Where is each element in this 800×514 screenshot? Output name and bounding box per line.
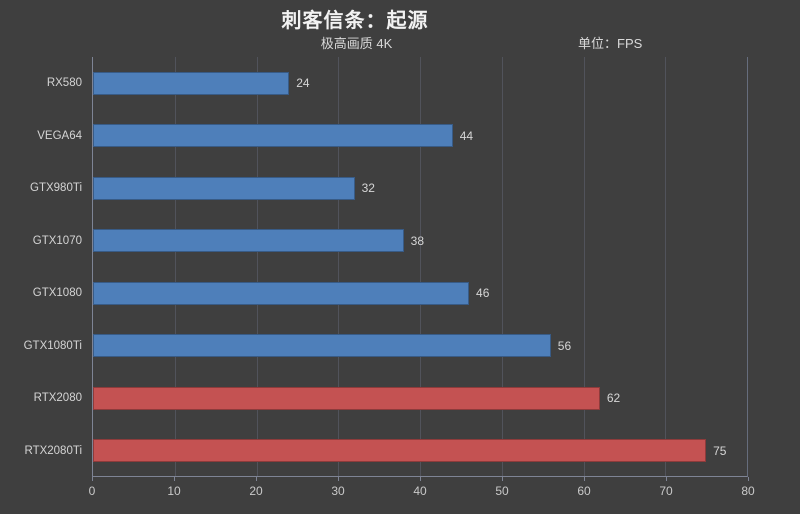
value-label-RTX2080: 62	[606, 391, 621, 406]
tick-label-40: 40	[413, 484, 427, 498]
bar-VEGA64	[93, 124, 453, 148]
value-label-VEGA64: 44	[459, 128, 474, 143]
tick-mark-20	[256, 477, 257, 481]
category-label-GTX1080: GTX1080	[32, 287, 82, 300]
tick-label-60: 60	[577, 484, 591, 498]
bar-row-RTX2080Ti: 75	[93, 425, 747, 478]
tick-mark-0	[92, 477, 93, 481]
tick-label-20: 20	[249, 484, 263, 498]
tick-label-80: 80	[741, 484, 755, 498]
bar-GTX1080Ti	[93, 334, 551, 358]
value-label-RTX2080Ti: 75	[713, 443, 727, 458]
tick-label-0: 0	[88, 484, 96, 498]
bar-RX580	[93, 71, 290, 95]
gridline-x-10	[174, 57, 176, 476]
bar-row-GTX1080Ti: 56	[93, 320, 747, 373]
tick-mark-60	[584, 477, 585, 481]
gridline-x-30	[338, 57, 340, 476]
bar-row-GTX1080: 46	[93, 267, 747, 320]
category-label-GTX980Ti: GTX980Ti	[30, 182, 82, 195]
tick-label-30: 30	[331, 484, 345, 498]
tick-mark-10	[174, 477, 175, 481]
value-label-GTX1080: 46	[476, 286, 490, 301]
bar-GTX1070	[93, 229, 404, 253]
unit-label: 单位：FPS	[578, 36, 643, 51]
bar-row-GTX980Ti: 32	[93, 162, 747, 215]
category-label-VEGA64: VEGA64	[37, 129, 82, 142]
tick-label-50: 50	[495, 484, 509, 498]
category-axis: RX580 VEGA64 GTX980Ti GTX1070 GTX1080 GTX1080…	[0, 57, 82, 477]
bar-RTX2080Ti	[93, 439, 707, 463]
bar-row-RTX2080: 62	[93, 372, 747, 425]
tick-mark-70	[666, 477, 667, 481]
chart-title: 刺客信条：起源	[281, 10, 429, 32]
bar-row-RX580: 24	[93, 57, 747, 110]
tick-label-70: 70	[659, 484, 673, 498]
value-label-GTX980Ti: 32	[361, 181, 375, 196]
category-label-GTX1080Ti: GTX1080Ti	[23, 339, 82, 352]
gridline-x-60	[583, 57, 585, 476]
category-label-GTX1070: GTX1070	[32, 234, 82, 247]
category-label-RX580: RX580	[46, 77, 82, 90]
chart-subtitle: 极高画质 4K	[320, 36, 393, 51]
bar-GTX1080	[93, 281, 470, 305]
tick-mark-80	[748, 477, 749, 481]
category-label-RTX2080: RTX2080	[33, 392, 82, 405]
value-label-GTX1080Ti: 56	[557, 338, 572, 353]
bar-row-GTX1070: 38	[93, 215, 747, 268]
bar-row-VEGA64: 44	[93, 110, 747, 163]
bar-RTX2080	[93, 386, 600, 410]
gridline-x-70	[665, 57, 667, 476]
gridline-x-50	[501, 57, 503, 476]
tick-mark-40	[420, 477, 421, 481]
category-label-RTX2080Ti: RTX2080Ti	[24, 444, 82, 457]
value-label-RX580: 24	[296, 76, 310, 91]
gridline-x-40	[420, 57, 421, 476]
tick-label-10: 10	[167, 484, 181, 498]
x-axis: 0 10 20 30 40 50 60 70 80	[88, 477, 755, 509]
tick-mark-50	[502, 477, 503, 481]
value-label-GTX1070: 38	[410, 233, 424, 248]
plot-area: 24 44 32 38 46 56 62 75	[92, 57, 748, 477]
tick-mark-30	[338, 477, 339, 481]
bar-GTX980Ti	[93, 176, 355, 200]
gridline-x-20	[256, 57, 258, 476]
